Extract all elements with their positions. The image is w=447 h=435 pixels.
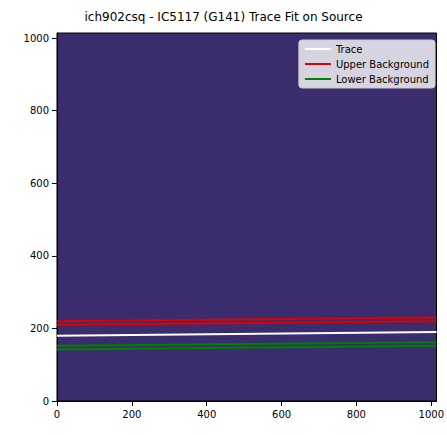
svg-text:1000: 1000 <box>419 409 444 420</box>
svg-text:800: 800 <box>30 105 49 116</box>
svg-text:600: 600 <box>272 409 291 420</box>
svg-text:Upper Background: Upper Background <box>336 59 429 70</box>
svg-text:Lower Background: Lower Background <box>336 74 429 85</box>
svg-text:1000: 1000 <box>24 33 49 44</box>
svg-text:400: 400 <box>30 250 49 261</box>
svg-text:200: 200 <box>122 409 141 420</box>
svg-text:0: 0 <box>43 396 49 407</box>
svg-text:Trace: Trace <box>335 44 363 55</box>
svg-text:600: 600 <box>30 178 49 189</box>
svg-text:200: 200 <box>30 323 49 334</box>
svg-text:800: 800 <box>347 409 366 420</box>
svg-text:400: 400 <box>197 409 216 420</box>
svg-text:0: 0 <box>54 409 60 420</box>
svg-text:ich902csq - IC5117 (G141) Trac: ich902csq - IC5117 (G141) Trace Fit on S… <box>84 10 362 24</box>
